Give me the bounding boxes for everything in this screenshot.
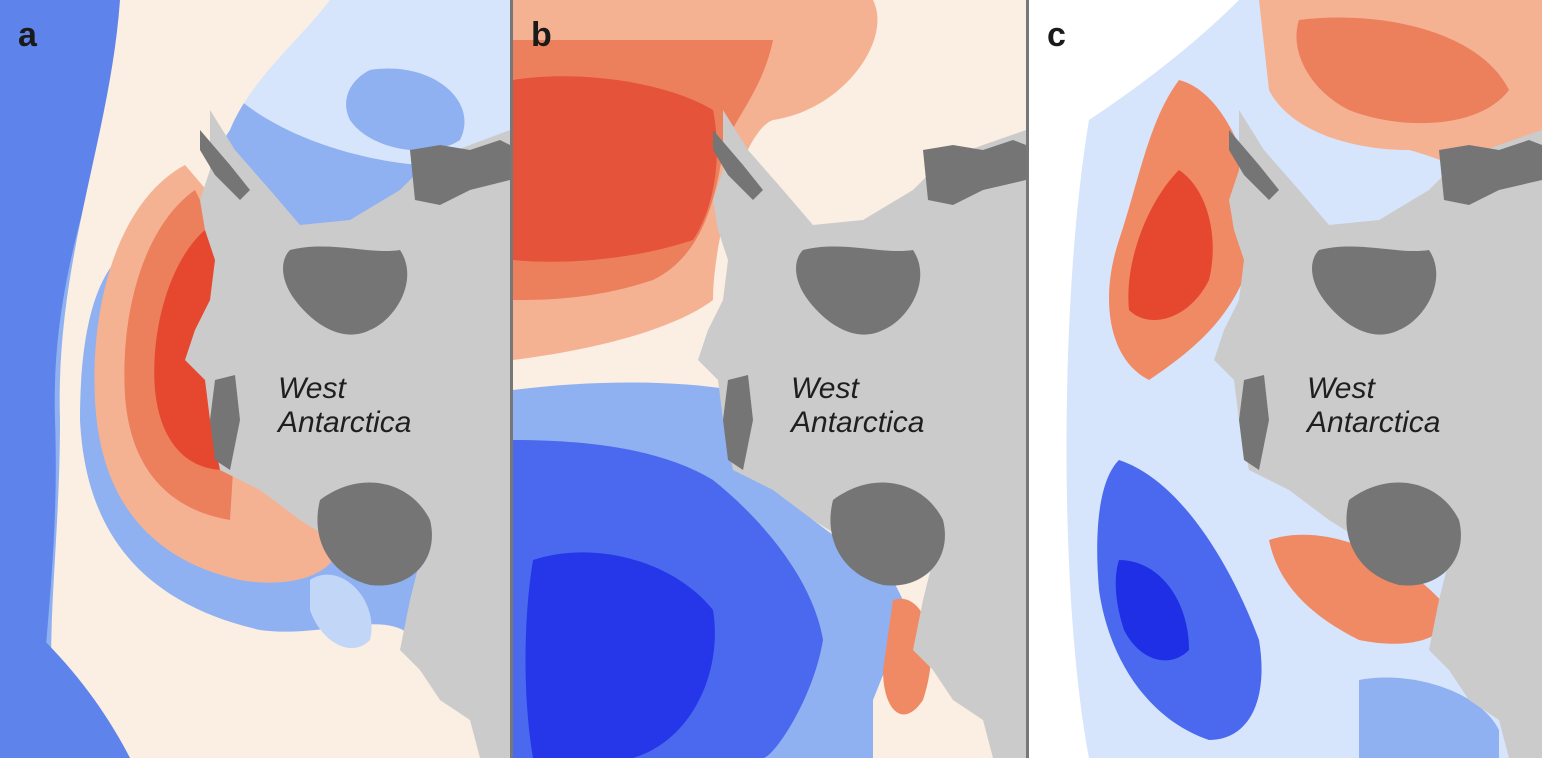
ice-shelf-ross xyxy=(1346,482,1461,586)
anomaly-field-b xyxy=(513,0,1026,758)
ice-shelf-coast-ne xyxy=(1439,140,1542,205)
west-antarctica-land xyxy=(1214,110,1542,758)
ice-shelf-ronne xyxy=(283,246,408,335)
region-label-a: West Antarctica xyxy=(278,372,411,440)
region-label-line2: Antarctica xyxy=(791,406,925,439)
anomaly-field-c xyxy=(1029,0,1542,758)
region-label-line1: West xyxy=(791,372,859,405)
region-label-line2: Antarctica xyxy=(1307,406,1441,439)
ice-shelf-ross xyxy=(317,482,432,586)
cool-core-southwest xyxy=(1115,560,1189,661)
ice-shelf-peninsula xyxy=(1239,375,1269,470)
map-panel-b: b West Antarctica xyxy=(513,0,1026,758)
warm-core-west xyxy=(1128,170,1213,320)
region-label-line1: West xyxy=(1307,372,1375,405)
cool-zone-southwest xyxy=(1097,460,1262,740)
ice-shelf-coast-ne xyxy=(410,140,510,205)
region-label-line1: West xyxy=(278,372,346,405)
panel-divider-bc xyxy=(1026,0,1029,758)
region-label-c: West Antarctica xyxy=(1307,372,1440,440)
ice-shelf-ronne xyxy=(796,246,921,335)
ice-shelf-coast-ne xyxy=(923,140,1026,205)
ice-shelf-peninsula xyxy=(723,375,753,470)
west-antarctica-land xyxy=(698,110,1026,758)
panel-divider-ab xyxy=(510,0,513,758)
cool-zone-west xyxy=(0,0,130,758)
panel-letter-a: a xyxy=(18,16,37,54)
anomaly-field-a xyxy=(0,0,510,758)
ice-shelf-peninsula xyxy=(210,375,240,470)
panel-letter-c: c xyxy=(1047,16,1066,54)
region-label-b: West Antarctica xyxy=(791,372,924,440)
peninsula-tip xyxy=(1229,130,1279,200)
region-label-line2: Antarctica xyxy=(278,406,412,439)
ice-shelf-ronne xyxy=(1312,246,1437,335)
peninsula-tip xyxy=(200,130,250,200)
cool-zone-southwest xyxy=(0,600,130,758)
map-panel-c: c West Antarctica xyxy=(1029,0,1542,758)
warm-core-northeast xyxy=(1296,17,1509,124)
ice-shelf-ross xyxy=(830,482,945,586)
panel-letter-b: b xyxy=(531,16,552,54)
warm-zone-core xyxy=(513,76,717,262)
cool-zone-south xyxy=(1359,677,1499,758)
cool-zone-core xyxy=(525,552,715,758)
peninsula-tip xyxy=(713,130,763,200)
map-panel-a: a West Antarctica xyxy=(0,0,510,758)
warm-zone-south xyxy=(1269,534,1449,644)
cool-spot-south xyxy=(310,574,372,649)
west-antarctica-land xyxy=(185,110,510,758)
cool-spot-northeast xyxy=(346,68,465,151)
